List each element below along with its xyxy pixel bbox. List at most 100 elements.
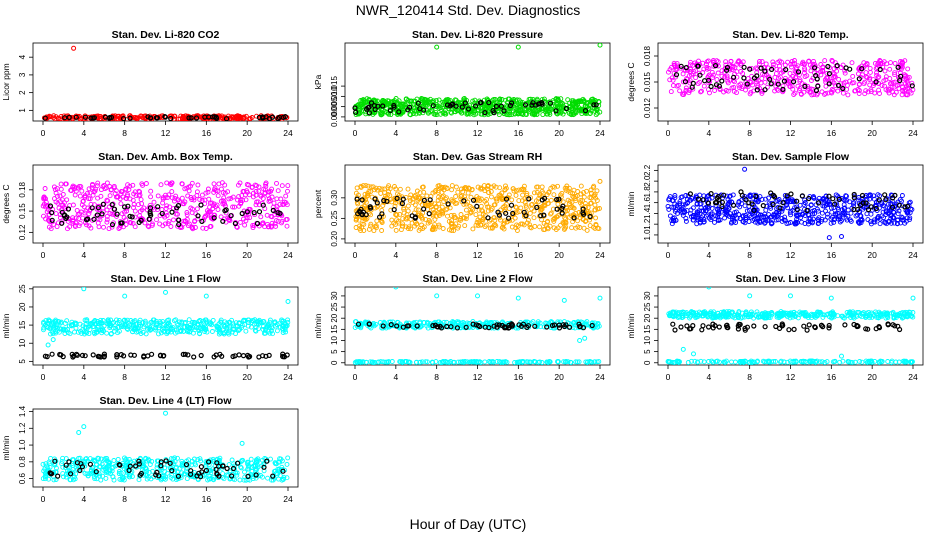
data-point <box>215 207 221 212</box>
data-point <box>363 217 369 223</box>
y-axis-label: ml/min <box>1 313 11 338</box>
data-point <box>236 182 241 188</box>
data-point <box>229 329 235 335</box>
data-point <box>491 323 497 329</box>
figure-title: NWR_120414 Std. Dev. Diagnostics <box>355 2 581 18</box>
data-point <box>876 74 882 80</box>
data-point <box>763 196 768 202</box>
data-point <box>91 330 97 335</box>
data-point <box>724 75 730 81</box>
data-point <box>149 222 155 228</box>
data-point <box>700 197 706 203</box>
data-point <box>776 197 782 202</box>
data-point <box>208 223 214 229</box>
data-point <box>41 194 47 200</box>
data-point <box>182 324 188 330</box>
data-point <box>670 218 676 223</box>
data-point <box>449 218 455 224</box>
data-point <box>823 90 829 96</box>
x-tick-label: 0 <box>666 372 671 382</box>
data-point <box>354 196 360 202</box>
data-point <box>519 359 525 365</box>
data-point <box>160 196 166 202</box>
data-point <box>204 208 210 214</box>
x-tick-label: 8 <box>434 250 439 260</box>
y-tick-label: 0 <box>330 360 339 365</box>
data-point <box>128 220 134 226</box>
data-point <box>687 78 693 84</box>
data-point <box>774 213 780 219</box>
data-point <box>875 192 881 198</box>
data-point <box>445 96 451 102</box>
data-point <box>488 189 494 194</box>
data-point <box>417 359 423 365</box>
data-point <box>84 330 90 336</box>
data-point <box>551 192 557 198</box>
data-point <box>204 329 210 335</box>
data-point <box>769 220 775 226</box>
data-point <box>498 103 504 109</box>
data-point <box>101 328 107 334</box>
data-point <box>543 104 549 110</box>
data-point <box>521 187 527 193</box>
data-point <box>859 192 866 199</box>
data-point <box>436 224 442 230</box>
data-point <box>162 113 168 120</box>
data-point <box>796 72 802 78</box>
data-point <box>381 198 387 204</box>
data-point <box>865 207 872 213</box>
data-point <box>379 186 385 192</box>
data-point <box>591 193 597 199</box>
data-point <box>462 359 468 364</box>
data-point <box>757 59 762 64</box>
data-point <box>230 204 236 210</box>
data-point <box>397 186 403 192</box>
data-point <box>723 208 729 214</box>
data-points <box>41 287 291 360</box>
data-point <box>566 110 572 116</box>
data-point <box>880 209 886 215</box>
data-point <box>541 96 547 102</box>
data-point <box>835 88 841 94</box>
data-point <box>279 183 285 189</box>
x-tick-label: 12 <box>161 372 171 382</box>
data-point <box>564 211 570 217</box>
data-point <box>719 78 725 84</box>
data-point <box>165 221 171 227</box>
x-tick-label: 8 <box>122 128 127 138</box>
data-point <box>430 103 436 109</box>
data-point <box>436 97 442 103</box>
data-point <box>758 65 764 71</box>
data-point <box>171 116 177 121</box>
y-tick-label: 0.25 <box>330 210 339 226</box>
data-point <box>442 111 448 117</box>
data-point <box>223 207 229 213</box>
data-point <box>830 196 836 202</box>
data-point <box>775 60 781 65</box>
x-tick-label: 12 <box>786 250 796 260</box>
data-point <box>457 359 463 365</box>
x-tick-label: 12 <box>473 250 483 260</box>
data-point <box>365 183 371 189</box>
data-point <box>70 215 76 221</box>
data-point <box>754 73 760 79</box>
data-point <box>465 190 471 196</box>
data-point <box>115 324 121 330</box>
data-point <box>828 220 834 226</box>
data-point <box>419 359 425 365</box>
data-point <box>500 222 506 228</box>
data-point <box>793 219 799 225</box>
data-point <box>526 196 532 202</box>
data-point <box>719 199 726 205</box>
data-point <box>154 217 159 223</box>
data-point <box>79 188 85 194</box>
data-point <box>503 359 509 365</box>
data-point <box>62 331 68 336</box>
data-point <box>526 108 532 114</box>
x-tick-label: 4 <box>81 250 86 260</box>
data-point <box>89 185 95 191</box>
data-point <box>568 205 574 210</box>
data-point <box>478 360 484 365</box>
data-point <box>130 220 136 226</box>
data-point <box>114 317 119 323</box>
